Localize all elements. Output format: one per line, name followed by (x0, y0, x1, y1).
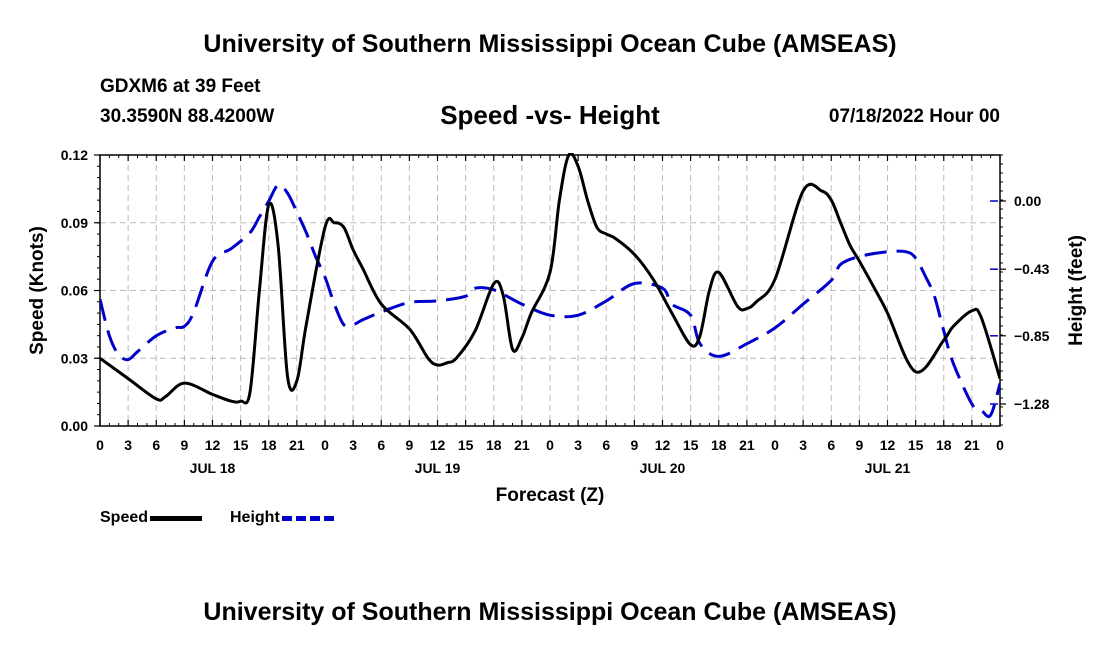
x-tick-label: 18 (936, 437, 952, 453)
y2-tick-label: −0.43 (1014, 261, 1050, 277)
x-tick-label: 18 (711, 437, 727, 453)
legend-height: Height (230, 509, 334, 527)
x-tick-label: 12 (655, 437, 671, 453)
x-tick-label: 0 (771, 437, 779, 453)
day-label: JUL 19 (415, 460, 461, 476)
y-tick-label: 0.00 (61, 418, 88, 434)
chart-title: University of Southern Mississippi Ocean… (203, 30, 897, 58)
x-tick-label: 15 (233, 437, 249, 453)
x-tick-label: 18 (486, 437, 502, 453)
x-tick-label: 3 (574, 437, 582, 453)
x-tick-label: 3 (124, 437, 132, 453)
x-tick-label: 3 (349, 437, 357, 453)
x-tick-label: 3 (799, 437, 807, 453)
x-tick-label: 9 (180, 437, 188, 453)
x-tick-label: 12 (205, 437, 221, 453)
y2-tick-label: −0.85 (1014, 328, 1050, 344)
x-tick-label: 21 (964, 437, 980, 453)
series-speed-line (100, 153, 1000, 405)
x-tick-label: 6 (152, 437, 160, 453)
legend-speed-swatch (150, 515, 203, 521)
day-label: JUL 20 (640, 460, 686, 476)
chart-subtitle: Speed -vs- Height (440, 100, 660, 130)
station-label: GDXM6 at 39 Feet (100, 76, 261, 97)
x-tick-label: 0 (546, 437, 554, 453)
x-tick-label: 18 (261, 437, 277, 453)
forecast-date: 07/18/2022 Hour 00 (828, 106, 1000, 127)
footer-title: University of Southern Mississippi Ocean… (203, 598, 897, 626)
y-axis-title: Speed (Knots) (27, 226, 48, 355)
legend-speed: Speed (100, 509, 203, 527)
x-tick-label: 21 (289, 437, 305, 453)
day-label: JUL 18 (190, 460, 236, 476)
y2-tick-label: 0.00 (1014, 193, 1041, 209)
x-tick-label: 15 (908, 437, 924, 453)
series-height-line (100, 183, 1000, 418)
legend-speed-label: Speed (100, 509, 149, 526)
y-tick-label: 0.09 (61, 215, 88, 231)
y-tick-label: 0.12 (61, 147, 88, 163)
x-tick-label: 0 (96, 437, 104, 453)
x-tick-label: 15 (458, 437, 474, 453)
y2-tick-label: −1.28 (1014, 396, 1050, 412)
legend-height-swatch (281, 515, 334, 521)
x-tick-label: 0 (996, 437, 1004, 453)
legend-height-label: Height (230, 509, 280, 526)
y-tick-label: 0.03 (61, 350, 88, 366)
x-tick-label: 6 (602, 437, 610, 453)
x-tick-label: 0 (321, 437, 329, 453)
day-label: JUL 21 (865, 460, 911, 476)
x-tick-label: 6 (827, 437, 835, 453)
y2-axis-title: Height (feet) (1066, 235, 1087, 346)
x-axis-title: Forecast (Z) (496, 485, 605, 506)
x-tick-label: 9 (855, 437, 863, 453)
x-tick-label: 21 (739, 437, 755, 453)
x-tick-label: 21 (514, 437, 530, 453)
x-tick-label: 9 (405, 437, 413, 453)
coordinates-label: 30.3590N 88.4200W (100, 106, 275, 127)
x-tick-label: 15 (683, 437, 699, 453)
x-tick-label: 6 (377, 437, 385, 453)
x-tick-label: 12 (880, 437, 896, 453)
x-tick-label: 12 (430, 437, 446, 453)
x-tick-label: 9 (630, 437, 638, 453)
y-tick-label: 0.06 (61, 283, 88, 299)
